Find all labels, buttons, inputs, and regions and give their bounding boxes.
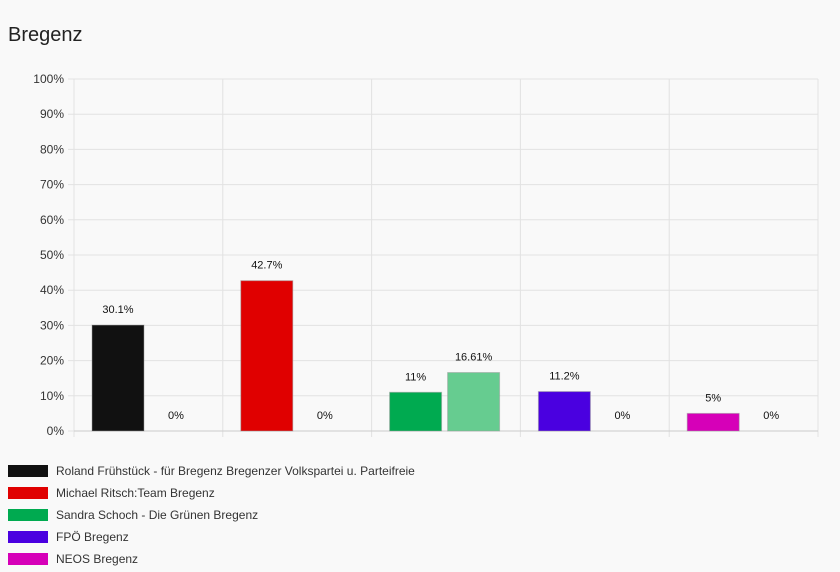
y-tick-label: 100% [33,72,64,86]
y-tick-label: 90% [40,107,64,121]
bar [686,412,740,432]
data-label: 0% [168,410,184,422]
legend-label: NEOS Bregenz [56,552,139,566]
legend: Roland Frühstück - für Bregenz Bregenzer… [8,460,415,570]
legend-item[interactable]: Michael Ritsch:Team Bregenz [8,482,415,504]
legend-item[interactable]: FPÖ Bregenz [8,526,415,548]
bar [537,391,591,432]
data-label: 0% [317,410,333,422]
chart-title: Bregenz [8,24,83,46]
legend-item[interactable]: Sandra Schoch - Die Grünen Bregenz [8,504,415,526]
legend-swatch [8,509,48,521]
y-tick-label: 10% [40,389,64,403]
y-tick-label: 70% [40,178,64,192]
data-label: 5% [705,392,721,404]
bar [447,372,501,432]
legend-swatch [8,531,48,543]
data-label: 11.2% [549,371,580,383]
data-label: 30.1% [102,304,133,316]
legend-swatch [8,487,48,499]
legend-swatch [8,465,48,477]
legend-label: Michael Ritsch:Team Bregenz [56,486,215,500]
data-label: 0% [614,410,630,422]
legend-item[interactable]: NEOS Bregenz [8,548,415,570]
data-label: 16.61% [455,352,493,364]
bar [240,280,294,432]
data-label: 11% [405,371,426,383]
bar [389,391,443,432]
y-tick-label: 20% [40,354,64,368]
legend-label: Roland Frühstück - für Bregenz Bregenzer… [56,464,415,478]
y-tick-label: 60% [40,213,64,227]
legend-label: Sandra Schoch - Die Grünen Bregenz [56,508,259,522]
bar-chart: 0% 10% 20% 30% 40% 50% 60% 70% 80% 90% 100% 30.1% 42… [33,72,819,438]
y-tick-label: 30% [40,318,64,332]
y-tick-label: 0% [47,424,65,438]
legend-item[interactable]: Roland Frühstück - für Bregenz Bregenzer… [8,460,415,482]
y-tick-label: 40% [40,283,64,297]
y-tick-label: 50% [40,248,64,262]
bar [91,324,145,432]
data-label: 0% [763,410,779,422]
legend-label: FPÖ Bregenz [56,530,129,544]
y-tick-label: 80% [40,142,64,156]
data-label: 42.7% [251,260,282,272]
legend-swatch [8,553,48,565]
